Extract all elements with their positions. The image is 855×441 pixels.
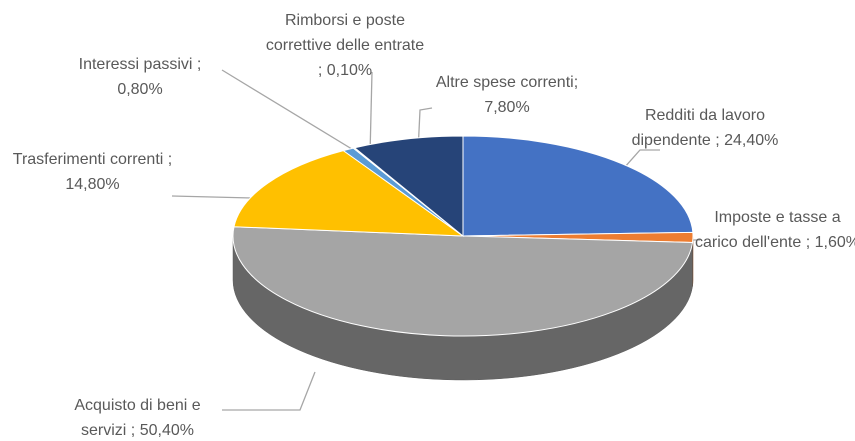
category-label: Redditi da lavoro dipendente ; [631,107,766,149]
value-label: 0,80% [117,81,163,98]
value-label: 1,60% [814,234,855,251]
value-label: 14,80% [65,176,120,193]
slice [233,150,465,237]
category-label: Imposte e tasse a carico dell'ente ; [695,209,841,251]
leader-line [222,371,316,411]
data-label: Redditi da lavoro dipendente ; 24,40% [625,103,785,153]
data-label: Trasferimenti correnti ; 14,80% [10,147,175,197]
value-label: 7,80% [484,99,530,116]
data-label: Altre spese correnti; 7,80% [432,70,582,120]
category-label: Acquisto di beni e servizi ; [74,397,201,439]
value-label: 50,40% [139,422,194,439]
leader-line [171,195,253,199]
data-label: Acquisto di beni e servizi ; 50,40% [55,393,220,441]
data-label: Interessi passivi ; 0,80% [65,52,215,102]
category-label: Rimborsi e poste correttive delle entrat… [265,12,425,79]
category-label: Trasferimenti correnti ; [12,151,173,168]
value-label: 24,40% [724,132,779,149]
category-label: Interessi passivi ; [78,56,202,73]
category-label: Altre spese correnti; [435,74,579,91]
leader-line [221,69,366,158]
slice [353,135,464,238]
slice [462,135,694,237]
leader-line [369,71,373,156]
value-label: 0,10% [326,62,373,79]
data-label: Imposte e tasse a carico dell'ente ; 1,6… [695,205,855,255]
data-label: Rimborsi e poste correttive delle entrat… [265,8,425,83]
slice [232,226,694,337]
